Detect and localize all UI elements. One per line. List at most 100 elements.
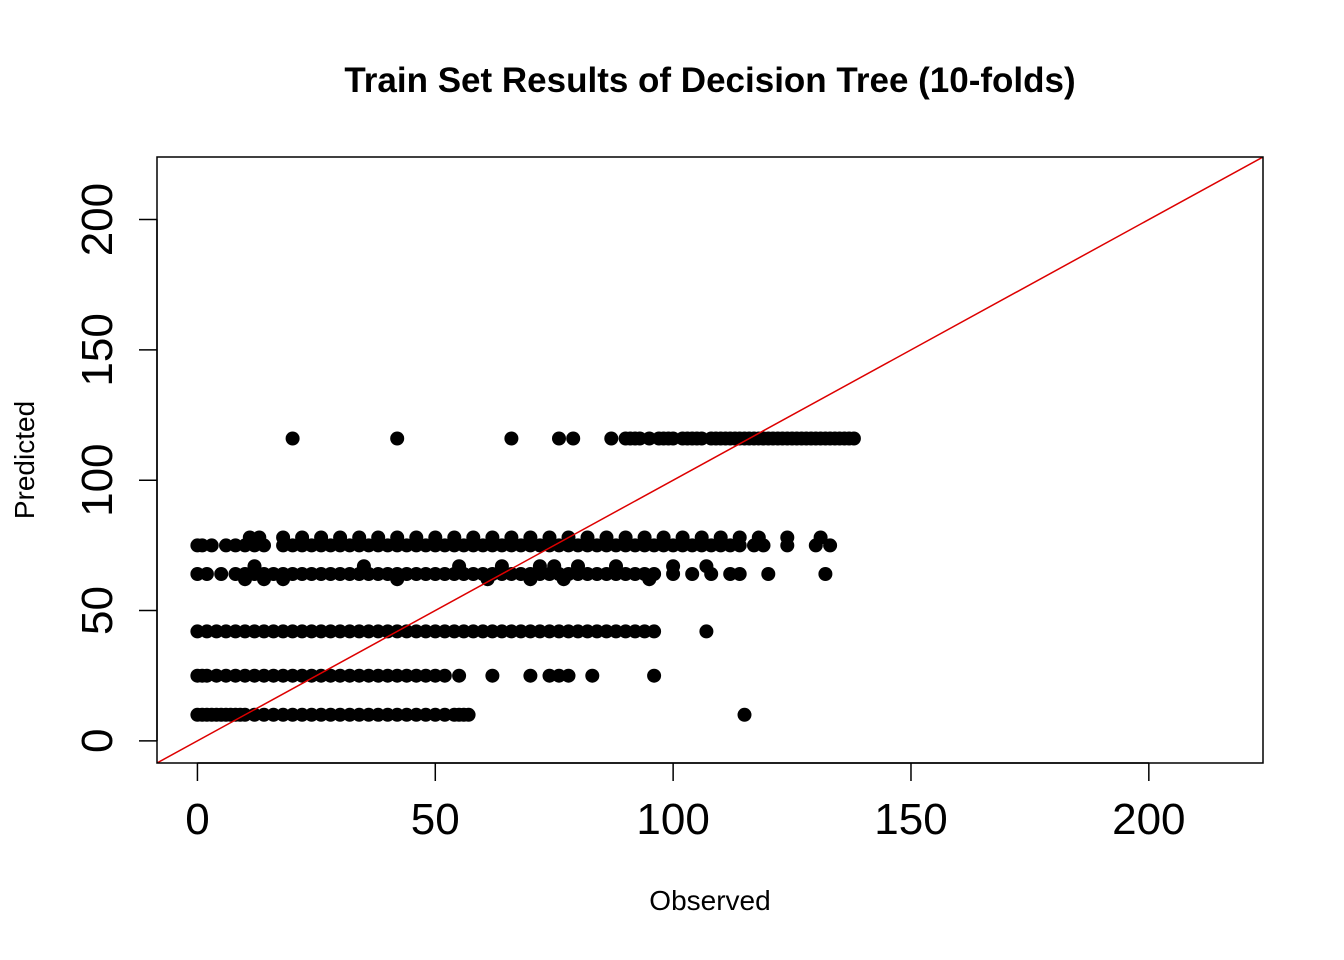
- data-point: [542, 530, 557, 545]
- data-point: [647, 624, 662, 639]
- y-axis-label: Predicted: [9, 401, 40, 519]
- data-point: [266, 624, 281, 639]
- data-point: [452, 559, 467, 574]
- data-point: [356, 559, 371, 574]
- data-point: [699, 624, 714, 639]
- data-point: [713, 530, 728, 545]
- data-point: [390, 572, 405, 587]
- y-tick-label: 200: [73, 183, 122, 256]
- data-point: [485, 668, 500, 683]
- data-point: [199, 668, 214, 683]
- y-tick-label: 100: [73, 443, 122, 516]
- data-point: [466, 624, 481, 639]
- data-point: [523, 668, 538, 683]
- data-point: [494, 559, 509, 574]
- data-point: [333, 567, 348, 581]
- x-tick-label: 150: [874, 795, 947, 844]
- data-point: [823, 538, 838, 553]
- data-point: [732, 530, 747, 545]
- data-point: [504, 530, 519, 545]
- data-point: [761, 567, 776, 581]
- data-point: [447, 530, 462, 545]
- x-tick-label: 200: [1112, 795, 1185, 844]
- data-point: [390, 530, 405, 545]
- data-point: [399, 538, 414, 553]
- data-point: [685, 567, 700, 581]
- data-point: [276, 572, 291, 587]
- data-point: [276, 530, 291, 545]
- data-point: [333, 668, 348, 683]
- data-point: [266, 668, 281, 683]
- data-point: [647, 668, 662, 683]
- data-point: [314, 530, 329, 545]
- data-point: [599, 530, 614, 545]
- data-point: [461, 707, 476, 722]
- data-point: [780, 530, 795, 545]
- y-tick-label: 150: [73, 313, 122, 386]
- data-point: [656, 530, 671, 545]
- data-point: [480, 572, 495, 587]
- data-point: [571, 559, 585, 574]
- data-point: [285, 431, 300, 446]
- data-point: [238, 572, 252, 587]
- data-point: [466, 530, 481, 545]
- y-tick-label: 0: [73, 729, 122, 753]
- data-point: [642, 572, 657, 587]
- x-axis: 0 50 100 150 200: [185, 762, 1186, 844]
- data-point: [609, 624, 623, 639]
- data-point: [618, 530, 633, 545]
- data-point: [333, 530, 348, 545]
- data-point: [352, 530, 367, 545]
- data-point: [390, 431, 405, 446]
- data-point: [333, 707, 348, 722]
- data-point: [333, 624, 348, 639]
- data-point: [295, 530, 310, 545]
- data-point: [604, 431, 619, 446]
- data-point: [399, 707, 414, 722]
- x-tick-label: 0: [185, 795, 209, 844]
- data-point: [532, 624, 547, 639]
- data-point: [247, 559, 262, 574]
- data-point: [371, 530, 386, 545]
- data-point: [204, 538, 219, 553]
- data-point: [523, 572, 538, 587]
- y-axis: 0 50 100 150 200: [73, 183, 158, 753]
- data-point: [566, 431, 581, 446]
- reference-line: [157, 157, 1263, 763]
- data-point: [561, 668, 576, 683]
- data-point: [257, 572, 271, 587]
- data-point: [504, 431, 519, 446]
- data-points: [190, 431, 861, 722]
- data-point: [552, 431, 566, 446]
- data-point: [732, 567, 747, 581]
- data-point: [437, 668, 452, 683]
- data-point: [466, 567, 481, 581]
- x-tick-label: 100: [636, 795, 709, 844]
- data-point: [428, 530, 443, 545]
- data-point: [199, 567, 214, 581]
- data-point: [694, 530, 709, 545]
- y-tick-label: 50: [73, 586, 122, 635]
- x-tick-label: 50: [411, 795, 460, 844]
- data-point: [409, 530, 424, 545]
- data-point: [609, 538, 623, 553]
- data-point: [818, 567, 833, 581]
- data-point: [609, 559, 623, 574]
- data-point: [751, 530, 766, 545]
- data-point: [675, 530, 690, 545]
- data-point: [485, 530, 500, 545]
- data-point: [214, 567, 229, 581]
- data-point: [399, 668, 414, 683]
- data-point: [252, 530, 267, 545]
- data-point: [737, 707, 752, 722]
- data-point: [547, 559, 562, 574]
- reference-line-group: [157, 157, 1263, 763]
- chart-title: Train Set Results of Decision Tree (10-f…: [344, 61, 1075, 100]
- data-point: [532, 559, 547, 574]
- data-point: [666, 559, 681, 574]
- data-point: [637, 530, 652, 545]
- data-point: [699, 559, 714, 574]
- data-point: [580, 530, 595, 545]
- data-point: [846, 431, 861, 446]
